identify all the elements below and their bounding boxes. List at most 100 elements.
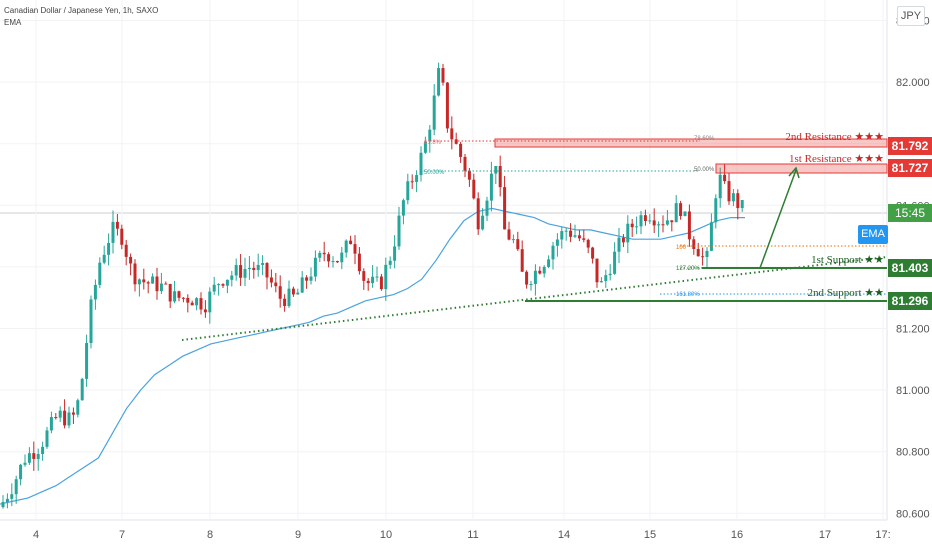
candle-body: [489, 173, 493, 201]
x-tick-label: 17:: [875, 529, 890, 541]
first-resistance-label: 1st Resistance ★★★: [789, 153, 884, 165]
y-tick-label: 81.000: [896, 385, 930, 397]
candle-body: [98, 262, 102, 285]
candle-body: [142, 279, 146, 283]
candle-body: [595, 258, 599, 283]
candle-body: [419, 152, 423, 176]
candle-body: [146, 282, 150, 284]
second-resistance-label: 2nd Resistance ★★★: [785, 131, 884, 143]
candle-body: [349, 240, 353, 245]
candle-body: [305, 277, 309, 281]
candle-body: [542, 266, 546, 274]
candle-body: [331, 261, 335, 263]
indicator-name: EMA: [4, 18, 22, 27]
ema-legend-tag[interactable]: EMA: [858, 225, 888, 244]
candle-body: [76, 400, 80, 415]
currency-button[interactable]: JPY: [897, 6, 925, 26]
candle-body: [507, 229, 511, 240]
candle-body: [621, 237, 625, 243]
candle-body: [485, 200, 489, 216]
candle-body: [111, 221, 115, 243]
candle-body: [401, 200, 405, 216]
candle-body: [54, 417, 58, 419]
candle-body: [727, 181, 731, 202]
candle-body: [85, 342, 89, 379]
candle-body: [357, 253, 361, 272]
candle-body: [481, 215, 485, 230]
x-tick-label: 4: [33, 529, 39, 541]
candle-body: [291, 288, 295, 295]
candle-body: [472, 179, 476, 199]
candle-body: [525, 271, 529, 285]
candle-body: [696, 248, 700, 257]
candle-body: [63, 410, 67, 426]
candle-body: [137, 279, 141, 285]
first-support-label: 1st Support ★★: [811, 254, 884, 266]
candle-body: [124, 244, 128, 257]
candle-body: [217, 284, 221, 286]
candle-body: [520, 249, 524, 272]
candle-body: [234, 265, 238, 276]
candle-body: [454, 139, 458, 144]
candle-body: [353, 244, 357, 254]
candle-body: [195, 298, 199, 306]
candle-body: [445, 82, 449, 129]
candle-body: [327, 254, 331, 262]
candle-body: [687, 211, 691, 240]
candle-body: [344, 240, 348, 253]
candle-body: [120, 228, 124, 245]
candle-body: [371, 276, 375, 284]
price-badge-1st-resistance: 81.727: [888, 159, 932, 177]
candle-body: [243, 268, 247, 278]
candle-body: [296, 292, 300, 295]
candle-body: [564, 230, 568, 232]
candle-body: [630, 223, 634, 228]
candle-body: [498, 166, 502, 188]
price-badge-2nd-resistance: 81.792: [888, 137, 932, 155]
candle-body: [164, 283, 168, 285]
x-tick-label: 7: [119, 529, 125, 541]
candle-body: [459, 143, 463, 157]
x-tick-label: 8: [207, 529, 213, 541]
candle-body: [657, 224, 661, 226]
candle-body: [186, 297, 190, 303]
candle-body: [67, 412, 71, 426]
price-badge-1st-support: 81.403: [888, 259, 932, 277]
candle-body: [71, 412, 75, 415]
candle-body: [225, 279, 229, 286]
candle-body: [393, 246, 397, 261]
x-tick-label: 17: [819, 529, 831, 541]
x-tick-label: 15: [644, 529, 656, 541]
candle-body: [10, 494, 14, 499]
second-resistance-zone: [494, 138, 888, 148]
time-axis[interactable]: 4 7 8 9 10 11 14 15 16 17 17:: [33, 529, 891, 541]
candle-body: [652, 220, 656, 226]
candle-body: [239, 265, 243, 278]
candle-body: [674, 203, 678, 223]
candle-body: [415, 175, 419, 182]
candle-body: [58, 410, 62, 418]
candle-body: [467, 170, 471, 180]
ema-layer: [0, 207, 745, 505]
candle-body: [648, 220, 652, 222]
y-tick-label: 81.200: [896, 324, 930, 336]
candle-body: [384, 264, 388, 290]
candle-body: [129, 256, 133, 264]
candle-layer: [1, 62, 744, 509]
candle-body: [133, 263, 137, 285]
y-tick-label: 80.600: [896, 508, 930, 520]
candle-body: [278, 286, 282, 299]
x-tick-label: 14: [558, 529, 570, 541]
projection-arrow: [759, 169, 797, 269]
candle-body: [274, 282, 278, 287]
projection-arrowhead: [788, 166, 800, 179]
candle-body: [89, 299, 93, 343]
fib-label-1618: 161.80%: [676, 292, 700, 298]
candle-body: [586, 239, 590, 248]
candle-body: [269, 277, 273, 283]
candle-body: [397, 215, 401, 247]
candle-body: [679, 203, 683, 217]
candle-body: [538, 270, 542, 274]
candle-body: [740, 200, 744, 209]
